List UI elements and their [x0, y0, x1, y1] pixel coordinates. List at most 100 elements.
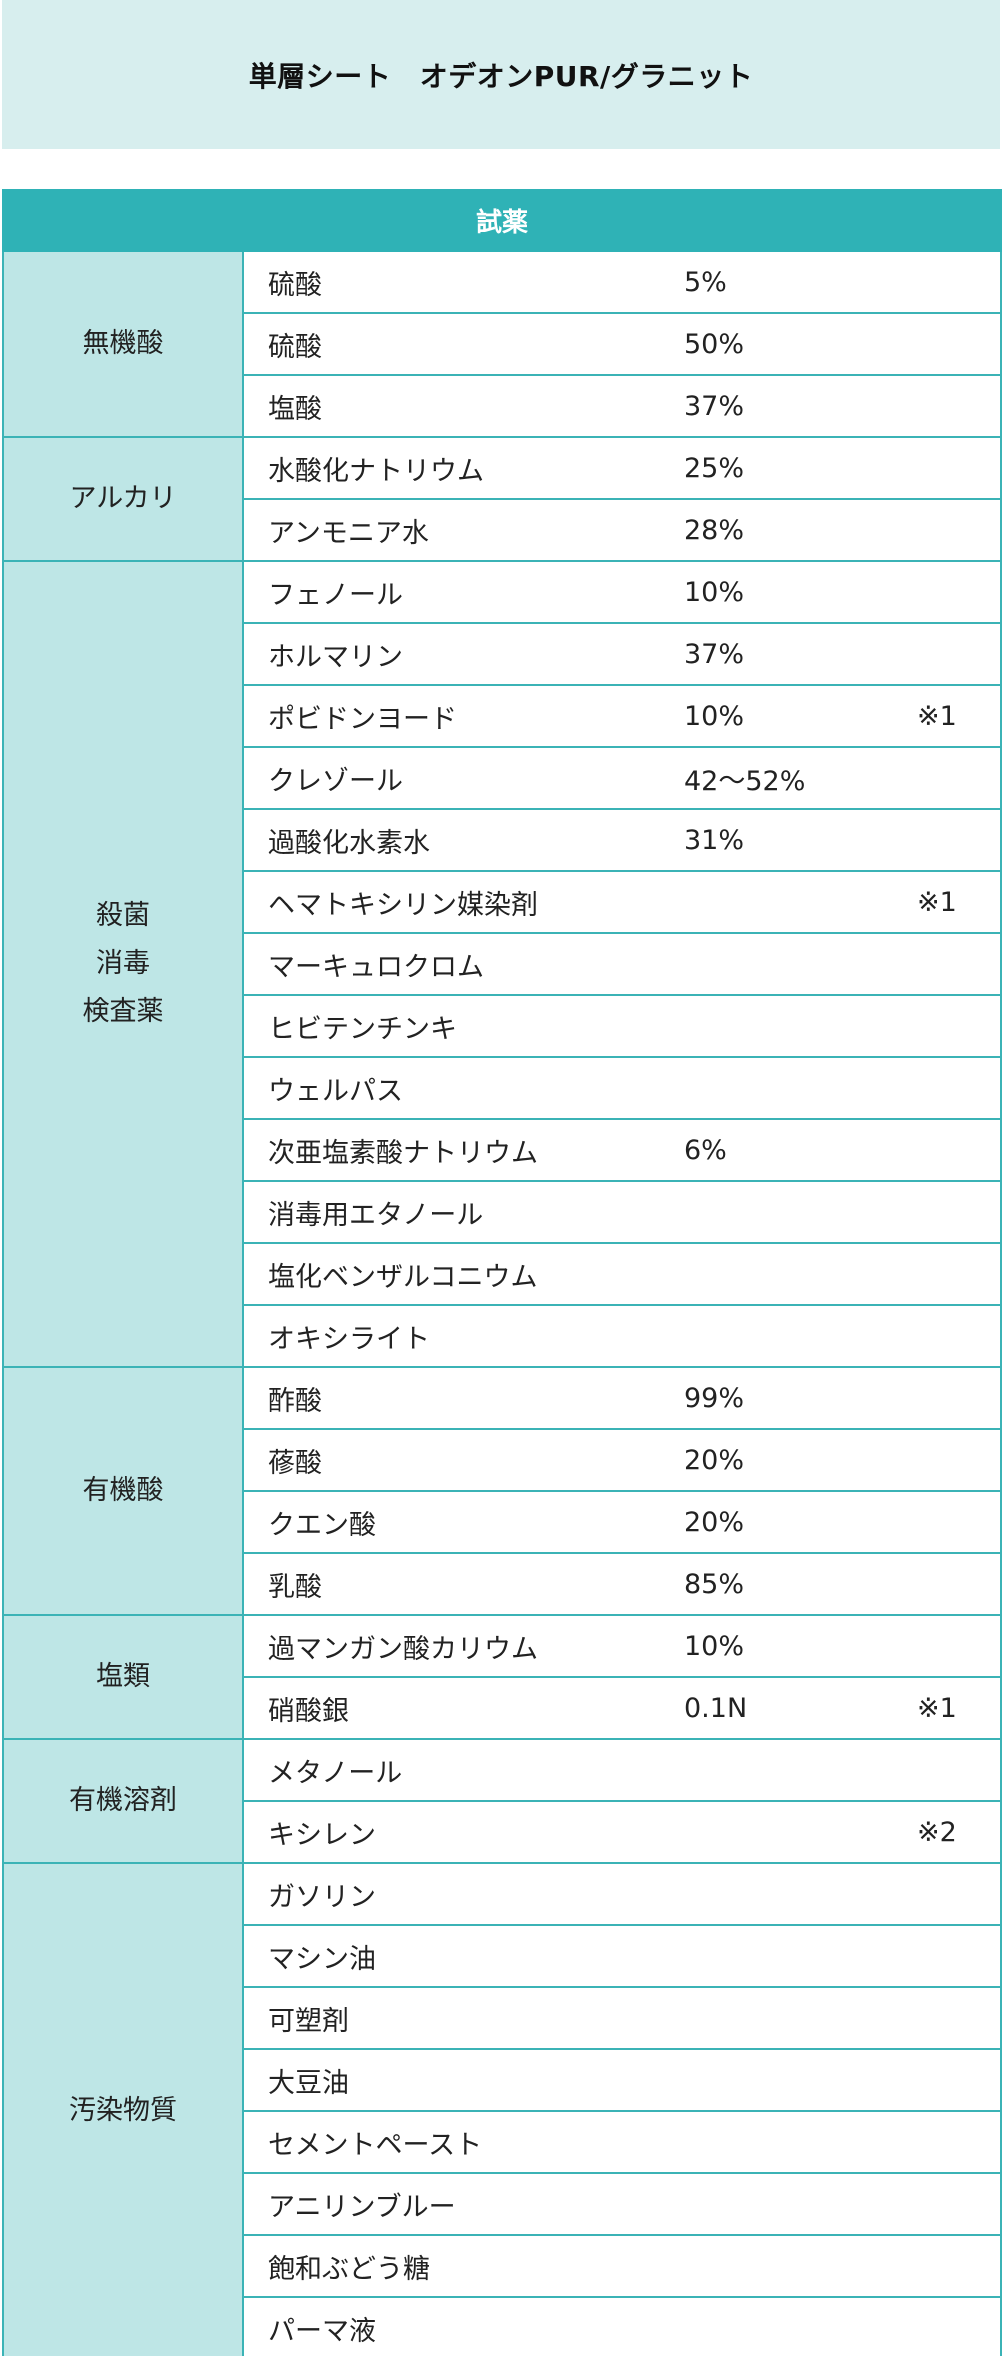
reagent-concentration	[684, 870, 917, 934]
reagent-name: マーキュロクロム	[242, 932, 684, 996]
reagent-note	[917, 932, 1002, 996]
reagent-note	[917, 1428, 1002, 1492]
reagent-concentration: 50%	[684, 312, 917, 376]
table-row: 大豆油	[3, 2048, 1002, 2112]
reagent-note	[917, 1986, 1002, 2050]
reagent-concentration	[684, 1924, 917, 1988]
reagent-note	[917, 2048, 1002, 2112]
table-row: 蓚酸 20%	[3, 1428, 1002, 1492]
reagent-name: マシン油	[242, 1924, 684, 1988]
reagent-concentration	[684, 932, 917, 996]
reagent-concentration	[684, 1056, 917, 1120]
table-row: 次亜塩素酸ナトリウム 6%	[3, 1118, 1002, 1182]
reagent-note	[917, 994, 1002, 1058]
table-row: パーマ液	[3, 2296, 1002, 2356]
reagent-concentration: 85%	[684, 1552, 917, 1616]
category-label: 検査薬	[82, 996, 164, 1027]
reagent-concentration	[684, 2048, 917, 2112]
reagent-note	[917, 2110, 1002, 2174]
category-cell: 有機溶剤	[2, 1738, 244, 1864]
reagent-note	[917, 1304, 1002, 1368]
reagent-note	[917, 436, 1002, 500]
table-row: マーキュロクロム	[3, 932, 1002, 996]
table-header-row: 試薬	[1, 189, 1002, 252]
reagent-concentration	[684, 1986, 917, 2050]
reagent-note	[917, 1924, 1002, 1988]
reagent-name: ポビドンヨード	[242, 684, 684, 748]
reagent-note	[917, 2296, 1002, 2356]
reagent-name: 水酸化ナトリウム	[242, 436, 684, 500]
reagent-name: 酢酸	[242, 1366, 684, 1430]
reagent-concentration: 37%	[684, 622, 917, 686]
reagent-concentration	[684, 1180, 917, 1244]
reagent-concentration	[684, 1738, 917, 1802]
reagent-name: フェノール	[242, 560, 684, 624]
category-label: 殺菌	[96, 900, 150, 931]
reagent-name: パーマ液	[242, 2296, 684, 2356]
table-row: 消毒用エタノール	[3, 1180, 1002, 1244]
table-row: 有機酸 酢酸 99%	[2, 1366, 1002, 1616]
reagent-note	[917, 312, 1002, 376]
reagent-note: ※1	[917, 684, 1002, 748]
reagent-concentration: 20%	[684, 1490, 917, 1554]
reagent-name: アンモニア水	[242, 498, 684, 562]
reagent-note	[917, 1490, 1002, 1554]
reagent-concentration	[684, 2172, 917, 2236]
reagent-name: 硫酸	[242, 250, 684, 314]
reagent-note	[917, 1614, 1002, 1678]
reagent-note	[917, 1118, 1002, 1182]
reagent-name: セメントペースト	[242, 2110, 684, 2174]
reagent-name: 大豆油	[242, 2048, 684, 2112]
reagent-name: ホルマリン	[242, 622, 684, 686]
reagent-name: 消毒用エタノール	[242, 1180, 684, 1244]
reagent-concentration	[684, 2110, 917, 2174]
category-label: 無機酸	[82, 328, 164, 359]
reagent-concentration	[684, 2296, 917, 2356]
table-header: 試薬	[1, 189, 1002, 252]
reagent-name: 硫酸	[242, 312, 684, 376]
reagent-name: キシレン	[242, 1800, 684, 1864]
table-row: クエン酸 20%	[3, 1490, 1002, 1554]
reagent-concentration	[684, 1862, 917, 1926]
table-row: 塩酸 37%	[3, 374, 1002, 438]
table-row: 乳酸 85%	[3, 1552, 1002, 1616]
reagent-note	[917, 1242, 1002, 1306]
table-row: 硫酸 50%	[3, 312, 1002, 376]
reagent-note	[917, 2234, 1002, 2298]
reagent-note	[917, 250, 1002, 314]
reagent-name: 塩化ベンザルコニウム	[242, 1242, 684, 1306]
reagent-name: 塩酸	[242, 374, 684, 438]
table-row: 過酸化水素水 31%	[3, 808, 1002, 872]
table-row: 有機溶剤 メタノール	[2, 1738, 1002, 1864]
reagent-note	[917, 746, 1002, 810]
reagent-concentration: 37%	[684, 374, 917, 438]
table-row: アニリンブルー	[3, 2172, 1002, 2236]
category-label: 有機酸	[82, 1475, 164, 1506]
table-row: 可塑剤	[3, 1986, 1002, 2050]
reagent-concentration	[684, 1242, 917, 1306]
reagent-concentration: 10%	[684, 1614, 917, 1678]
table-row: ウェルパス	[3, 1056, 1002, 1120]
reagent-concentration: 28%	[684, 498, 917, 562]
category-cell: 無機酸	[2, 250, 244, 438]
reagent-concentration: 10%	[684, 684, 917, 748]
reagent-concentration	[684, 994, 917, 1058]
table-row: マシン油	[3, 1924, 1002, 1988]
table-row: 塩類 過マンガン酸カリウム 10%	[2, 1614, 1002, 1740]
reagent-concentration: 42～52%	[684, 746, 917, 810]
category-label: 消毒	[96, 948, 150, 979]
reagent-concentration	[684, 1800, 917, 1864]
reagent-note: ※1	[917, 1676, 1002, 1740]
table-row: アルカリ 水酸化ナトリウム 25%	[2, 436, 1002, 562]
reagent-concentration: 25%	[684, 436, 917, 500]
reagent-note	[917, 1366, 1002, 1430]
reagent-note	[917, 1180, 1002, 1244]
reagent-concentration: 20%	[684, 1428, 917, 1492]
table-row: ポビドンヨード 10% ※1	[3, 684, 1002, 748]
category-label: アルカリ	[69, 483, 177, 514]
reagent-table: 試薬 無機酸 硫酸 5% 硫酸 50% 塩酸 37% アルカリ 水酸化ナトリウム 25% アンモニア…	[1, 189, 1002, 2356]
table-row: 飽和ぶどう糖	[3, 2234, 1002, 2298]
table-row: ヘマトキシリン媒染剤 ※1	[3, 870, 1002, 934]
reagent-name: 硝酸銀	[242, 1676, 684, 1740]
